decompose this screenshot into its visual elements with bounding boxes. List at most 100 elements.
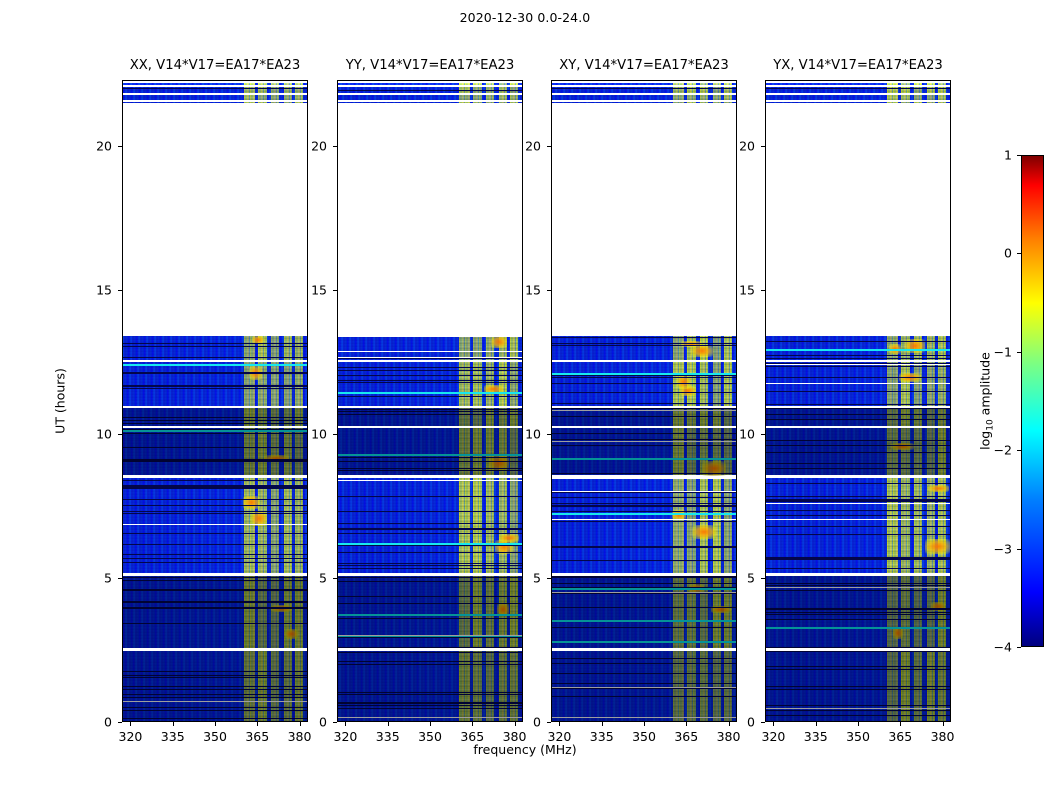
flagged-time-gap — [552, 425, 736, 428]
heatmap-panel-xx[interactable] — [122, 80, 308, 722]
colorbar[interactable] — [1021, 155, 1044, 647]
rfi-band — [283, 427, 293, 476]
y-tick — [118, 146, 122, 148]
scan-line — [766, 614, 950, 616]
scan-line — [552, 560, 736, 562]
x-tick — [215, 722, 216, 726]
x-tick — [728, 722, 730, 726]
rfi-hotspot — [285, 629, 298, 639]
x-tick — [472, 722, 474, 726]
scan-line — [338, 496, 522, 498]
y-tick-label: 20 — [311, 138, 327, 154]
rfi-band — [723, 81, 733, 87]
scan-line — [123, 577, 307, 579]
scan-line — [123, 533, 307, 535]
y-tick-label: 10 — [311, 426, 327, 442]
scan-line — [766, 418, 950, 420]
rfi-band — [294, 335, 304, 361]
heatmap-time-segment — [552, 361, 736, 407]
x-tick — [686, 722, 688, 726]
colorbar-tick — [1017, 647, 1021, 648]
heatmap-panel-xy[interactable] — [551, 80, 737, 722]
scan-line — [123, 384, 307, 386]
scan-line — [766, 362, 950, 364]
scan-line — [552, 687, 736, 689]
rfi-band — [258, 95, 267, 102]
rfi-band — [937, 478, 947, 574]
rfi-band — [673, 335, 685, 361]
flagged-time-gap — [338, 81, 522, 83]
scan-line — [766, 710, 950, 712]
scan-line — [766, 519, 950, 521]
flagged-time-gap — [766, 81, 950, 83]
x-tick — [900, 722, 902, 726]
rfi-band — [901, 95, 910, 102]
rfi-band — [258, 86, 267, 94]
rfi-band — [509, 335, 519, 361]
scan-line — [123, 372, 307, 374]
y-tick-label: 5 — [533, 570, 541, 586]
scan-line — [766, 510, 950, 512]
heatmap-time-segment — [766, 86, 950, 94]
scan-line — [552, 432, 736, 434]
heatmap-time-segment — [766, 81, 950, 87]
rfi-band — [887, 361, 899, 407]
rfi-band — [913, 81, 923, 87]
scan-line — [552, 402, 736, 404]
scan-line — [552, 478, 736, 480]
heatmap-panel-yy[interactable] — [337, 80, 523, 722]
scan-line — [338, 391, 522, 394]
y-tick — [333, 722, 337, 723]
scan-line — [338, 692, 522, 694]
rfi-band — [473, 407, 482, 427]
scan-line — [766, 608, 950, 610]
rfi-band — [459, 427, 471, 476]
rfi-band — [485, 478, 495, 574]
heatmap-time-segment — [552, 81, 736, 87]
scan-line — [338, 366, 522, 368]
scan-line — [338, 350, 522, 352]
rfi-band — [244, 81, 256, 87]
scan-line — [338, 395, 522, 397]
scan-line — [552, 546, 736, 548]
scan-line — [338, 357, 522, 359]
scan-line — [552, 658, 736, 660]
scan-line — [123, 356, 307, 358]
rfi-band — [294, 361, 304, 407]
scan-line — [766, 612, 950, 614]
scan-line — [123, 342, 307, 344]
rfi-band — [712, 361, 722, 407]
scan-line — [338, 702, 522, 704]
heatmap-panel-yx[interactable] — [765, 80, 951, 722]
rfi-band — [901, 651, 910, 721]
rfi-band — [926, 427, 936, 476]
scan-line — [123, 505, 307, 507]
rfi-hotspot — [251, 335, 264, 345]
y-tick — [547, 434, 551, 436]
rfi-band — [901, 576, 910, 649]
x-tick — [172, 722, 174, 726]
scan-line — [766, 557, 950, 559]
scan-line — [552, 577, 736, 579]
scan-line — [123, 480, 307, 482]
y-tick-label: 5 — [104, 570, 112, 586]
scan-line — [766, 627, 950, 630]
scan-line — [552, 547, 736, 549]
scan-line — [123, 590, 307, 592]
scan-line — [552, 491, 736, 493]
flagged-time-gap — [766, 84, 950, 87]
colorbar-label-text: log10 amplitude — [977, 352, 996, 450]
rfi-hotspot — [702, 461, 727, 476]
scan-line — [552, 511, 736, 513]
rfi-band — [485, 95, 495, 102]
rfi-band — [270, 427, 280, 476]
scan-line — [552, 588, 736, 591]
scan-line — [123, 511, 307, 513]
scan-line — [552, 415, 736, 417]
y-tick — [118, 434, 122, 436]
scan-line — [766, 444, 950, 446]
scan-line — [552, 592, 736, 594]
rfi-band — [712, 427, 722, 476]
scan-line — [766, 340, 950, 342]
rfi-band — [244, 576, 256, 649]
